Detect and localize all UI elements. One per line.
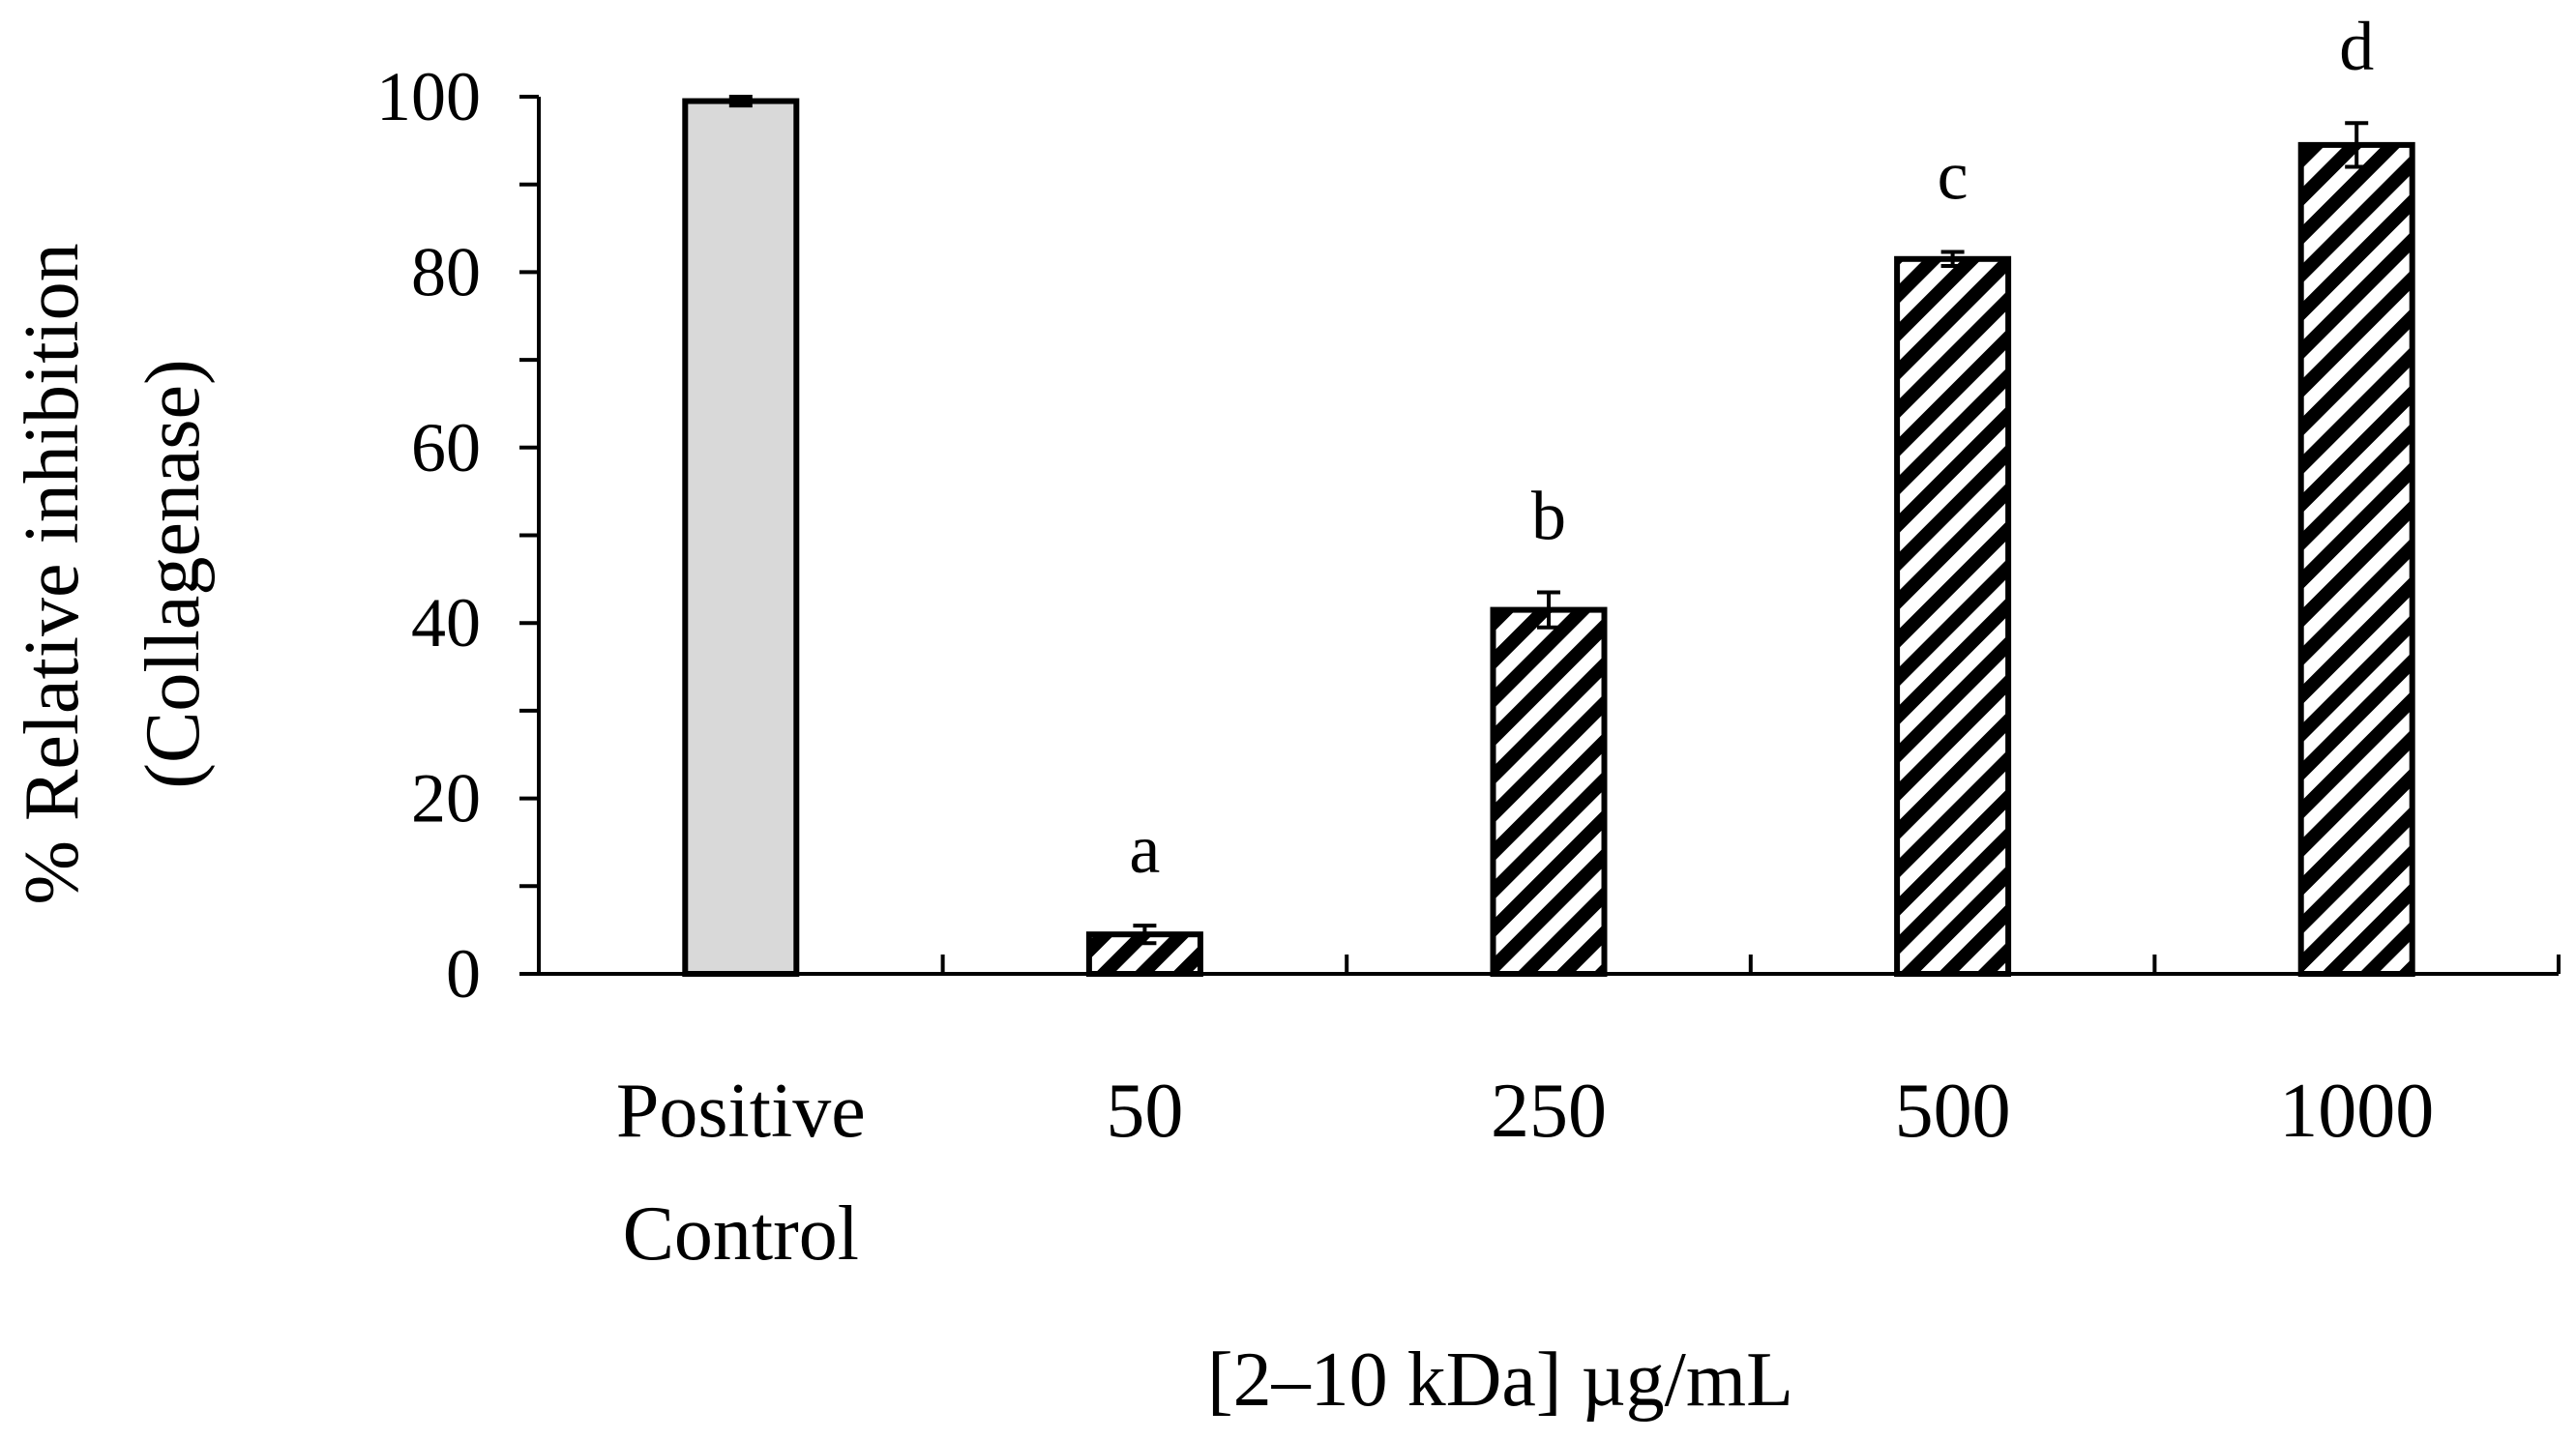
x-tick-label: Control	[623, 1191, 859, 1277]
x-tick-label: 50	[1106, 1069, 1183, 1154]
x-tick-label: 250	[1491, 1069, 1607, 1154]
y-tick-label: 40	[411, 584, 481, 661]
bar	[1490, 606, 1608, 977]
x-tick-label: Positive	[616, 1069, 866, 1154]
x-tick-label: 500	[1895, 1069, 2011, 1154]
significance-letter: a	[1129, 810, 1160, 888]
x-axis-title: [2–10 kDa] µg/mL	[1207, 1337, 1793, 1423]
y-tick-label: 100	[376, 58, 481, 135]
bars-group	[682, 95, 2415, 978]
significance-letter: b	[1531, 477, 1566, 554]
significance-letter: c	[1938, 137, 1969, 215]
bar	[682, 98, 800, 978]
y-axis-title: % Relative inhibition	[10, 243, 95, 904]
x-tick-label: 1000	[2279, 1069, 2434, 1154]
significance-letter: d	[2339, 8, 2374, 85]
y-tick-label: 80	[411, 233, 481, 310]
y-tick-label: 20	[411, 760, 481, 838]
y-axis-title: (Collagenase)	[131, 359, 216, 788]
y-tick-label: 0	[446, 935, 481, 1013]
labels-group: 0 20 40 60 80 100 Positive Control a 50 b 250 c 500 d 1…	[10, 8, 2434, 1423]
bar	[2297, 141, 2415, 977]
bar	[1894, 255, 2012, 978]
y-tick-label: 60	[411, 409, 481, 486]
